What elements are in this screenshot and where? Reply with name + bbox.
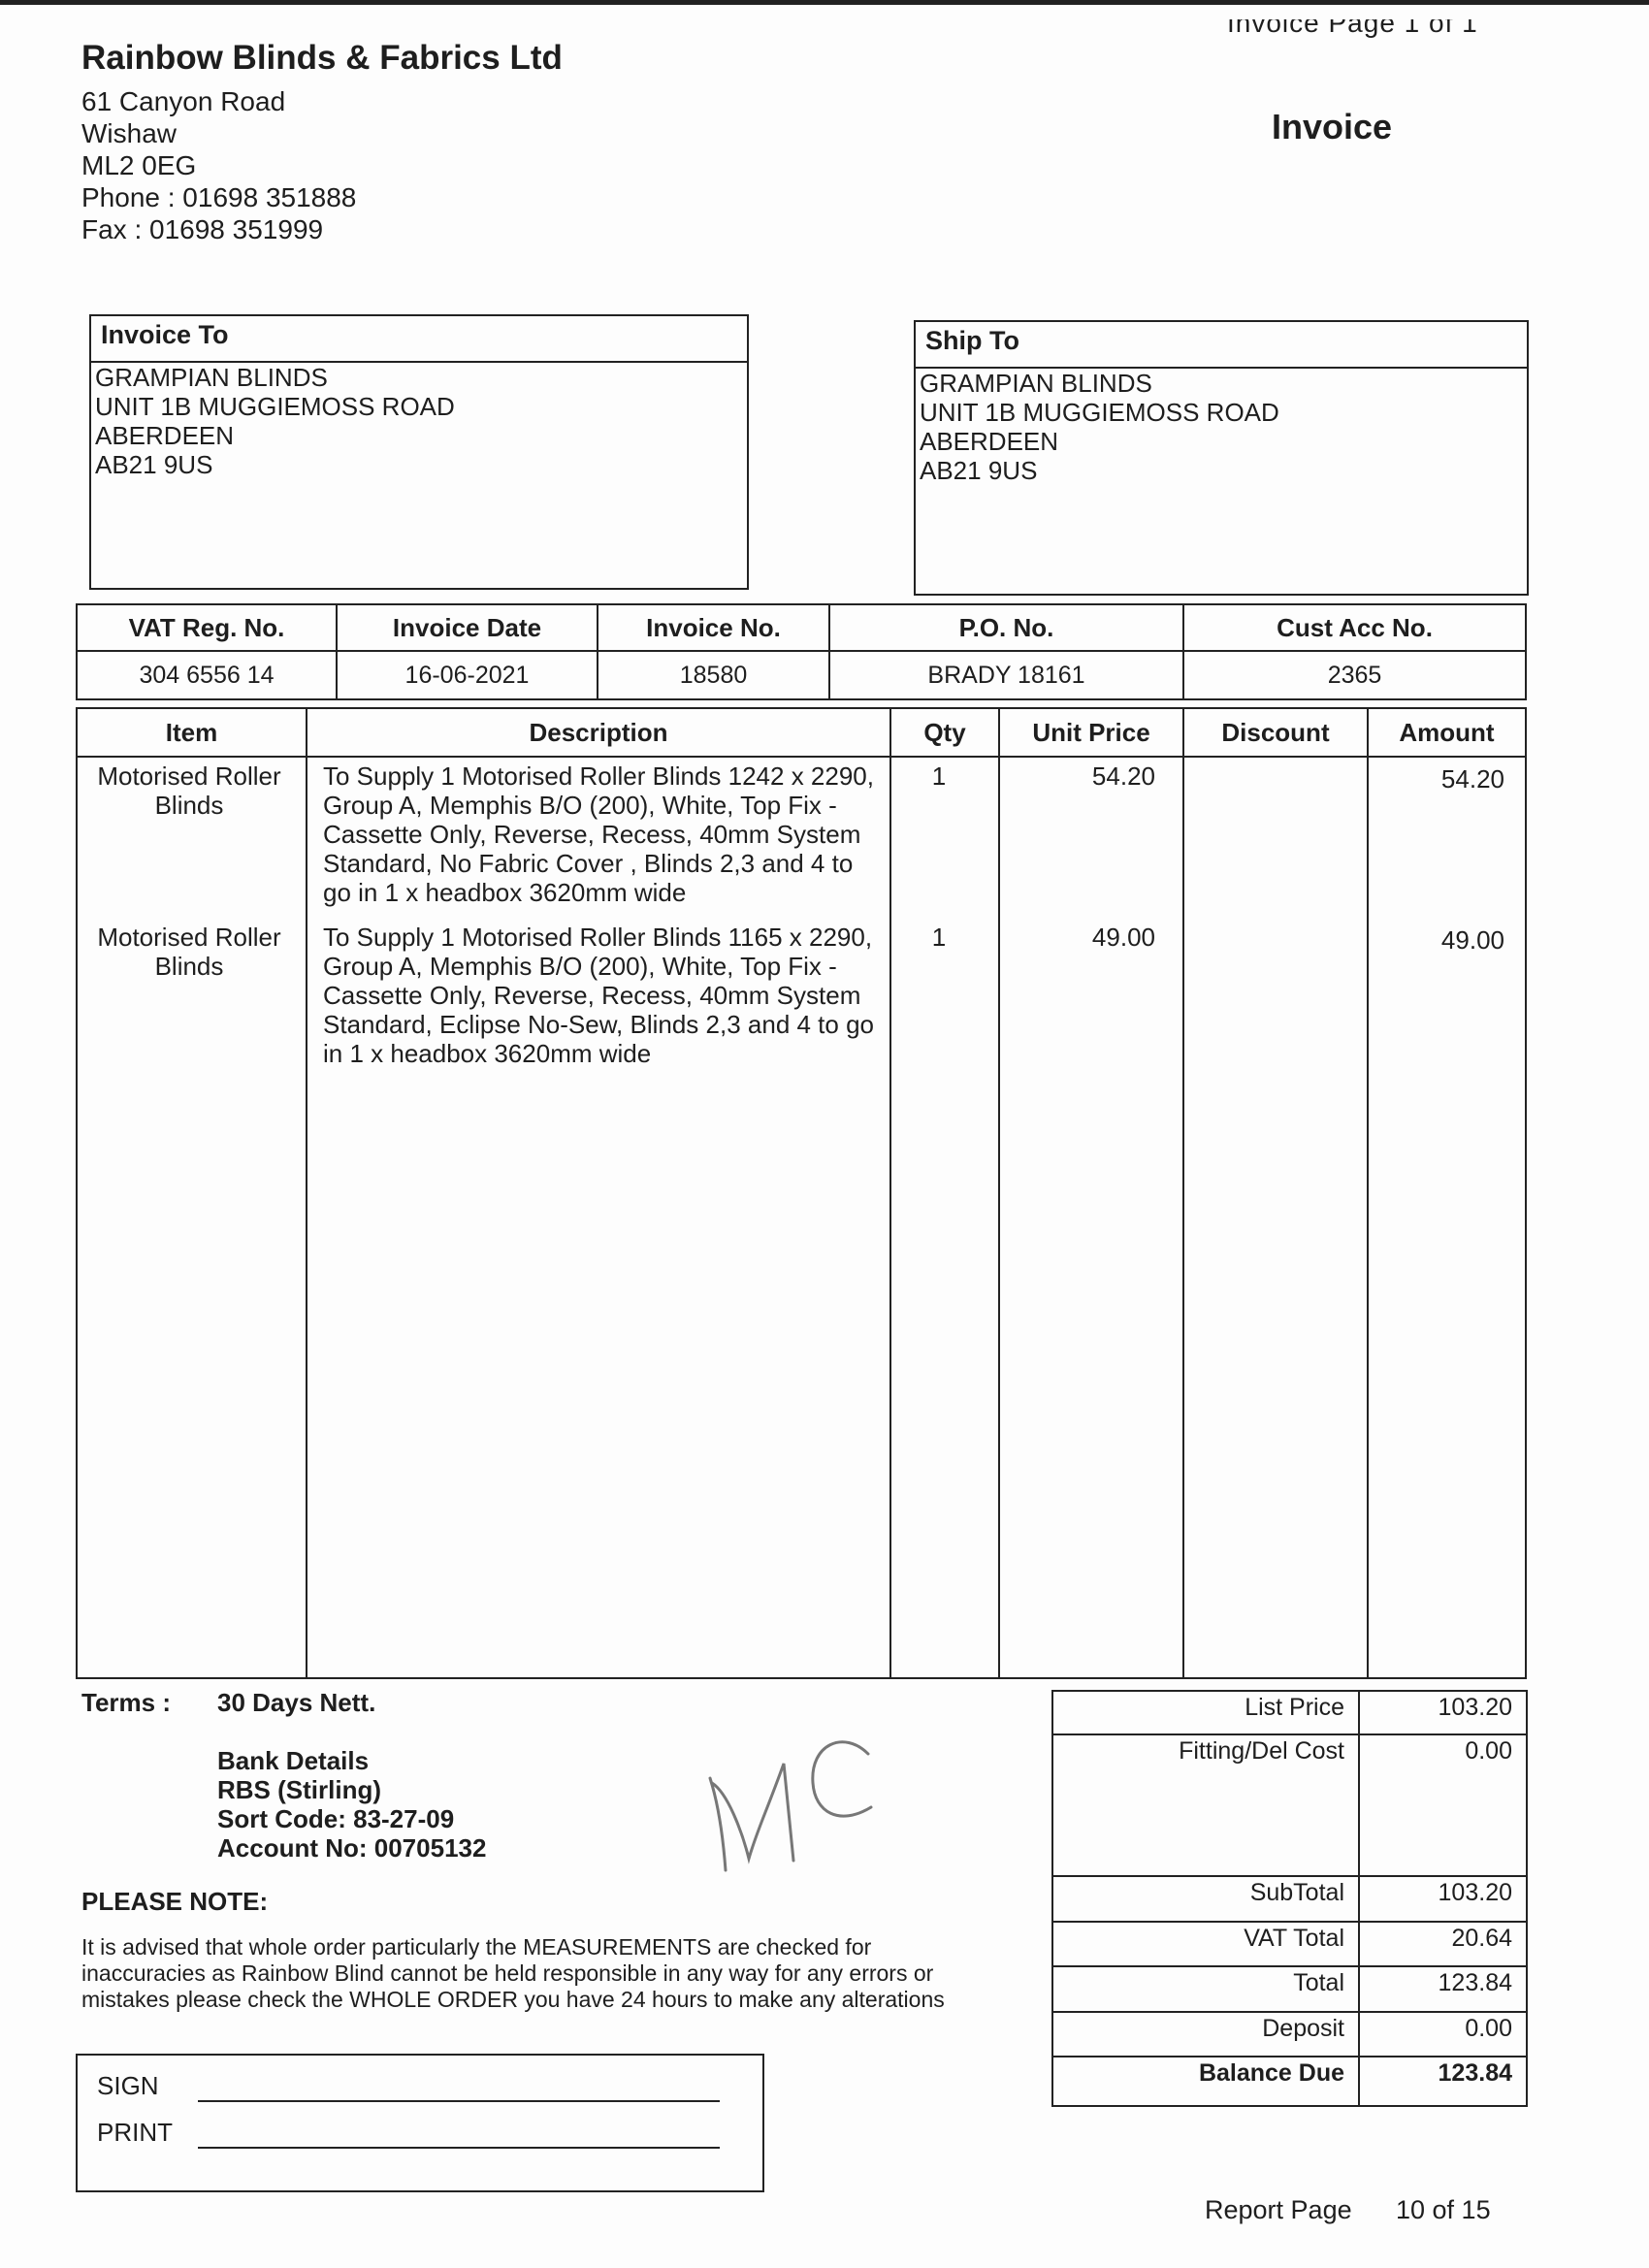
cust-acc-header: Cust Acc No. — [1182, 603, 1527, 652]
sign-box: SIGN PRINT — [76, 2054, 764, 2192]
discount-header: Discount — [1182, 707, 1369, 758]
ship-to-label: Ship To — [916, 322, 1527, 369]
subtotal-value: 103.20 — [1358, 1875, 1528, 1923]
scan-edge — [0, 0, 1649, 5]
invoice-to-label: Invoice To — [91, 316, 747, 363]
address-line: AB21 9US — [920, 456, 1038, 485]
address-line: ML2 0EG — [81, 150, 197, 180]
unit-price-header: Unit Price — [998, 707, 1184, 758]
line-items-table: Item Description Qty Unit Price Discount… — [76, 707, 1527, 1679]
account-number: Account No: 00705132 — [217, 1833, 487, 1863]
invoice-no-value: 18580 — [597, 650, 830, 700]
address-line: GRAMPIAN BLINDS — [920, 369, 1152, 398]
cust-acc-value: 2365 — [1182, 650, 1527, 700]
line-item-qty: 1 — [931, 923, 947, 952]
total-label: Total — [1051, 1965, 1360, 2013]
company-name: Rainbow Blinds & Fabrics Ltd — [81, 39, 563, 77]
bank-details: Bank Details RBS (Stirling) Sort Code: 8… — [217, 1746, 486, 1863]
description-header: Description — [306, 707, 891, 758]
please-note-heading: PLEASE NOTE: — [81, 1887, 269, 1916]
line-item-amount: 49.00 — [1440, 925, 1504, 955]
invoice-date-value: 16-06-2021 — [336, 650, 598, 700]
address-line: GRAMPIAN BLINDS — [95, 363, 328, 392]
invoice-page-indicator: Invoice Page 1 of 1 — [1227, 8, 1478, 38]
ship-to-box: Ship To GRAMPIAN BLINDS UNIT 1B MUGGIEMO… — [914, 320, 1529, 596]
sign-line[interactable] — [198, 2100, 720, 2102]
balance-due-value: 123.84 — [1358, 2056, 1528, 2107]
phone: Phone : 01698 351888 — [81, 182, 357, 212]
please-note-text: It is advised that whole order particula… — [81, 1934, 945, 2013]
report-page-value: 10 of 15 — [1396, 2195, 1491, 2224]
line-item-unit-price: 49.00 — [1091, 923, 1155, 952]
terms-label: Terms : — [81, 1688, 171, 1717]
address-line: 61 Canyon Road — [81, 86, 286, 116]
qty-header: Qty — [889, 707, 1000, 758]
line-item-qty: 1 — [931, 761, 947, 791]
sign-label: SIGN — [97, 2071, 159, 2100]
address-line: AB21 9US — [95, 450, 213, 479]
list-price-value: 103.20 — [1358, 1690, 1528, 1735]
invoice-to-box: Invoice To GRAMPIAN BLINDS UNIT 1B MUGGI… — [89, 314, 749, 590]
company-address: 61 Canyon Road Wishaw ML2 0EG Phone : 01… — [81, 85, 356, 245]
po-no-header: P.O. No. — [828, 603, 1184, 652]
line-item-description: To Supply 1 Motorised Roller Blinds 1242… — [323, 761, 874, 907]
totals-table: List Price 103.20 Fitting/Del Cost 0.00 Su… — [1051, 1690, 1528, 2107]
fitting-cost-label: Fitting/Del Cost — [1051, 1733, 1360, 1877]
address-line: ABERDEEN — [95, 421, 235, 450]
po-no-value: BRADY 18161 — [828, 650, 1184, 700]
line-item-description: To Supply 1 Motorised Roller Blinds 1165… — [323, 923, 875, 1068]
document-title: Invoice — [1272, 107, 1393, 146]
list-price-label: List Price — [1051, 1690, 1360, 1735]
invoice-info-table: VAT Reg. No. Invoice Date Invoice No. P.… — [76, 603, 1527, 700]
address-line: UNIT 1B MUGGIEMOSS ROAD — [95, 392, 455, 421]
line-item-amount: 54.20 — [1440, 764, 1504, 794]
deposit-label: Deposit — [1051, 2011, 1360, 2057]
deposit-value: 0.00 — [1358, 2011, 1528, 2057]
print-line[interactable] — [198, 2147, 720, 2149]
item-header: Item — [76, 707, 307, 758]
line-item-unit-price: 54.20 — [1091, 761, 1155, 791]
invoice-no-header: Invoice No. — [597, 603, 830, 652]
vat-total-label: VAT Total — [1051, 1921, 1360, 1967]
invoice-date-header: Invoice Date — [336, 603, 598, 652]
amount-header: Amount — [1367, 707, 1527, 758]
total-value: 123.84 — [1358, 1965, 1528, 2013]
address-line: Wishaw — [81, 118, 178, 148]
fitting-cost-value: 0.00 — [1358, 1733, 1528, 1877]
vat-reg-value: 304 6556 14 — [76, 650, 338, 700]
line-item-name: Motorised Roller Blinds — [97, 923, 281, 981]
terms-value: 30 Days Nett. — [217, 1688, 376, 1717]
vat-total-value: 20.64 — [1358, 1921, 1528, 1967]
note-line: It is advised that whole order particula… — [81, 1934, 872, 1960]
balance-due-label: Balance Due — [1051, 2056, 1360, 2107]
print-label: PRINT — [97, 2118, 173, 2147]
address-line: UNIT 1B MUGGIEMOSS ROAD — [920, 398, 1279, 427]
bank-details-heading: Bank Details — [217, 1746, 370, 1775]
fax: Fax : 01698 351999 — [81, 214, 324, 244]
report-page-label: Report Page — [1205, 2195, 1352, 2224]
handwritten-initials-signature — [708, 1740, 873, 1872]
line-item-name: Motorised Roller Blinds — [97, 761, 281, 820]
vat-reg-header: VAT Reg. No. — [76, 603, 338, 652]
note-line: mistakes please check the WHOLE ORDER yo… — [81, 1987, 945, 2012]
subtotal-label: SubTotal — [1051, 1875, 1360, 1923]
note-line: inaccuracies as Rainbow Blind cannot be … — [81, 1960, 934, 1986]
sort-code: Sort Code: 83-27-09 — [217, 1804, 455, 1833]
bank-name: RBS (Stirling) — [217, 1775, 381, 1804]
address-line: ABERDEEN — [920, 427, 1059, 456]
